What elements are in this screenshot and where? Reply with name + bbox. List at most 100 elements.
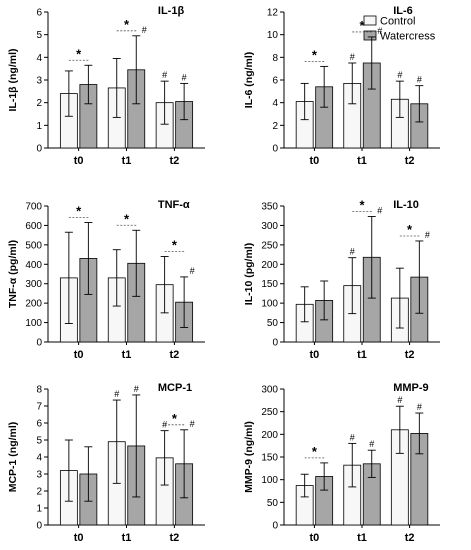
hash-marker: # [377,26,382,36]
panel-title: IL-10 [393,199,419,211]
y-tick-label: 250 [261,240,278,251]
panel-1: 0 1 2 3 4 5 6 IL-1β (ng/ml) IL-1β t0 t1 t2 # # # * * [7,5,205,167]
y-tick-label: 150 [261,453,278,464]
y-axis-label: MMP-9 (ng/ml) [243,421,255,493]
y-tick-label: 12 [267,8,279,19]
significance-star: * [76,46,82,61]
y-tick-label: 2 [36,487,42,498]
y-tick-label: 300 [261,221,278,232]
y-tick-label: 2 [36,98,42,109]
significance-star: * [359,197,365,212]
y-tick-label: 50 [267,318,279,329]
y-tick-label: 200 [25,299,42,310]
hash-marker: # [350,432,355,442]
panel-4: 0 50 100 150 200 250 300 350 IL-10 (pg/ml) IL-10 t… [243,197,440,361]
y-axis-label: TNF-α (pg/ml) [7,240,19,308]
y-tick-label: 0 [36,144,42,155]
x-tick-label: t2 [169,349,179,361]
significance-star: * [76,204,82,219]
x-tick-label: t0 [74,532,84,544]
y-tick-label: 8 [36,385,42,396]
panel-title: TNF-α [158,199,190,211]
hash-marker: # [417,402,422,412]
y-axis-label: IL-1β (ng/ml) [7,49,19,112]
panel-title: MMP-9 [393,382,428,394]
y-tick-label: 0 [36,338,42,349]
y-tick-label: 50 [267,498,279,509]
x-tick-label: t2 [405,349,415,361]
hash-marker: # [397,70,402,80]
y-tick-label: 0 [36,521,42,532]
y-tick-label: 5 [36,436,42,447]
y-tick-label: 6 [272,76,278,87]
x-tick-label: t1 [122,155,132,167]
significance-star: * [172,411,178,426]
x-tick-label: t0 [74,155,84,167]
y-tick-label: 350 [261,202,278,213]
hash-marker: # [162,70,167,80]
y-tick-label: 100 [261,299,278,310]
panel-title: IL-1β [158,5,185,17]
x-tick-label: t2 [169,532,179,544]
y-tick-label: 300 [25,279,42,290]
panel-title: IL-6 [393,5,413,17]
y-axis-label: IL-6 (ng/ml) [243,52,255,109]
y-tick-label: 250 [261,407,278,418]
x-tick-label: t2 [405,155,415,167]
y-tick-label: 3 [36,470,42,481]
y-tick-label: 100 [261,475,278,486]
y-tick-label: 6 [36,8,42,19]
x-tick-label: t1 [357,532,367,544]
hash-marker: # [377,205,382,215]
x-tick-label: t0 [310,349,320,361]
hash-marker: # [397,395,402,405]
x-tick-label: t1 [122,532,132,544]
panel-3: 0 100 200 300 400 500 600 700 TNF-α (pg/ml) TNF-α… [7,199,205,361]
y-tick-label: 7 [36,402,42,413]
panel-2: 0 2 4 6 8 10 12 IL-6 (ng/ml) IL-6 t0 t1 t2 # # # # * * [243,5,440,167]
y-tick-label: 6 [36,419,42,430]
legend-swatch-watercress [363,30,377,41]
y-axis-label: MCP-1 (ng/ml) [7,422,19,493]
x-tick-label: t0 [74,349,84,361]
legend: Control Watercress [363,16,436,43]
hash-marker: # [369,439,374,449]
y-tick-label: 150 [261,279,278,290]
x-tick-label: t1 [357,349,367,361]
significance-star: * [172,238,178,253]
x-tick-label: t2 [169,155,179,167]
legend-label-watercress: Watercress [380,31,436,43]
y-tick-label: 5 [36,30,42,41]
x-tick-label: t1 [122,349,132,361]
significance-star: * [124,211,130,226]
hash-marker: # [190,419,195,429]
y-tick-label: 300 [261,385,278,396]
y-tick-label: 10 [267,30,279,41]
y-tick-label: 4 [36,453,42,464]
significance-star: * [407,222,413,237]
hash-marker: # [350,52,355,62]
y-tick-label: 8 [272,53,278,64]
y-tick-label: 0 [272,521,278,532]
hash-marker: # [190,266,195,276]
x-tick-label: t0 [310,155,320,167]
y-tick-label: 200 [261,260,278,271]
y-tick-label: 0 [272,338,278,349]
y-tick-label: 1 [36,121,42,132]
y-tick-label: 600 [25,221,42,232]
y-tick-label: 700 [25,202,42,213]
x-tick-label: t2 [405,532,415,544]
y-tick-label: 100 [25,318,42,329]
y-tick-label: 200 [261,430,278,441]
hash-marker: # [134,384,139,394]
hash-marker: # [425,230,430,240]
hash-marker: # [114,389,119,399]
y-tick-label: 3 [36,76,42,87]
y-tick-label: 500 [25,240,42,251]
y-tick-label: 0 [272,144,278,155]
y-axis-label: IL-10 (pg/ml) [243,243,255,305]
y-tick-label: 1 [36,504,42,515]
legend-label-control: Control [380,16,415,28]
